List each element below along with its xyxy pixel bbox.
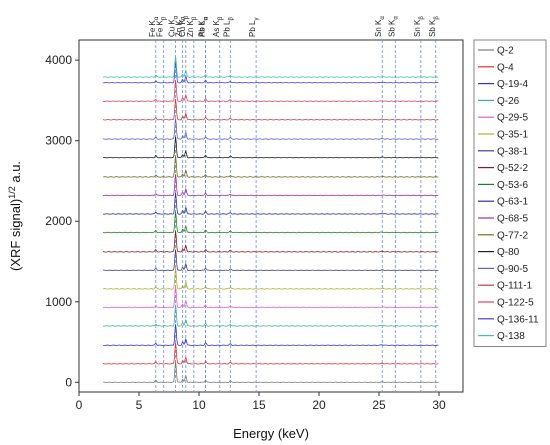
legend-entry: Q-136-11 xyxy=(497,314,539,325)
plot-frame xyxy=(78,39,464,393)
legend-entry: Q-80 xyxy=(497,247,520,258)
peak-marker-label: Pb Lα xyxy=(198,17,210,37)
peak-marker-label: Sb Kβ xyxy=(428,16,440,37)
series-line-Q-53-6 xyxy=(102,211,439,234)
legend-entry: Q-63-1 xyxy=(497,197,529,208)
legend-entry: Q-111-1 xyxy=(497,281,533,292)
series-line-Q-19-4 xyxy=(102,324,439,346)
series-line-Q-26 xyxy=(102,304,439,327)
series-line-Q-38-1 xyxy=(102,249,439,272)
x-tick-label: 5 xyxy=(136,398,143,412)
legend-entry: Q-29-5 xyxy=(497,113,529,124)
series-line-Q-68-5 xyxy=(103,174,439,197)
legend-entry: Q-4 xyxy=(497,62,514,73)
series-line-Q-29-5 xyxy=(102,286,439,309)
legend-entry: Q-19-4 xyxy=(497,79,529,90)
series-line-Q-122-5 xyxy=(102,80,439,102)
legend-entry: Q-35-1 xyxy=(497,130,529,141)
series-line-Q-35-1 xyxy=(102,267,439,290)
peak-marker-label: Pb Lβ xyxy=(222,17,234,37)
x-tick-label: 25 xyxy=(372,398,386,412)
legend-entry: Q-26 xyxy=(497,96,520,107)
y-tick-label: 1000 xyxy=(45,295,72,309)
x-tick-label: 10 xyxy=(192,398,206,412)
legend-entry: Q-2 xyxy=(497,46,514,57)
series-line-Q-111-1 xyxy=(102,98,439,121)
legend-entry: Q-68-5 xyxy=(497,214,529,225)
legend-entry: Q-90-5 xyxy=(497,264,529,275)
peak-marker-label: Zn Kα xyxy=(175,16,187,37)
x-axis-title: Energy (keV) xyxy=(233,426,309,441)
legend-box xyxy=(473,39,547,347)
peak-marker-label: Pb Lγ xyxy=(248,18,260,37)
series-line-Q-63-1 xyxy=(102,192,439,215)
peak-marker-label: Sn Kβ xyxy=(413,16,425,37)
x-tick-label: 15 xyxy=(252,398,266,412)
peak-marker-label: Sn Kα xyxy=(374,16,386,37)
peak-marker-label: Cu Kβ xyxy=(178,15,190,37)
peak-marker-label: Sb Kα xyxy=(387,16,399,37)
peak-marker-label: As Kβ xyxy=(212,16,224,37)
peak-marker-label: As Kα xyxy=(197,16,209,37)
peak-marker-label: Zn Kβ xyxy=(186,16,198,37)
series-line-Q-136-11 xyxy=(103,61,439,84)
legend-entry: Q-122-5 xyxy=(497,298,534,309)
y-axis-title: (XRF signal)1/2 a.u. xyxy=(7,161,23,271)
peak-marker-label: Fe Kβ xyxy=(156,16,168,37)
series-line-Q-80 xyxy=(102,136,439,159)
x-tick-label: 30 xyxy=(432,398,446,412)
series-line-Q-138 xyxy=(102,55,439,78)
legend-entry: Q-138 xyxy=(497,331,525,342)
peak-marker-label: Cu Kα xyxy=(168,15,180,37)
series-line-Q-52-2 xyxy=(102,231,439,253)
series-line-Q-4 xyxy=(102,343,439,365)
legend-entry: Q-53-6 xyxy=(497,180,529,191)
peak-marker-label: Fe Kα xyxy=(148,16,160,37)
y-tick-label: 0 xyxy=(65,375,72,389)
series-line-Q-77-2 xyxy=(102,155,439,178)
x-tick-label: 0 xyxy=(76,398,83,412)
legend-entry: Q-38-1 xyxy=(497,146,529,157)
y-tick-label: 4000 xyxy=(45,53,72,67)
y-tick-label: 2000 xyxy=(45,214,72,228)
legend-entry: Q-52-2 xyxy=(497,163,529,174)
y-tick-label: 3000 xyxy=(45,134,72,148)
series-line-Q-2 xyxy=(103,361,439,384)
legend-entry: Q-77-2 xyxy=(497,230,529,241)
x-tick-label: 20 xyxy=(312,398,326,412)
series-line-Q-90-5 xyxy=(102,118,439,140)
